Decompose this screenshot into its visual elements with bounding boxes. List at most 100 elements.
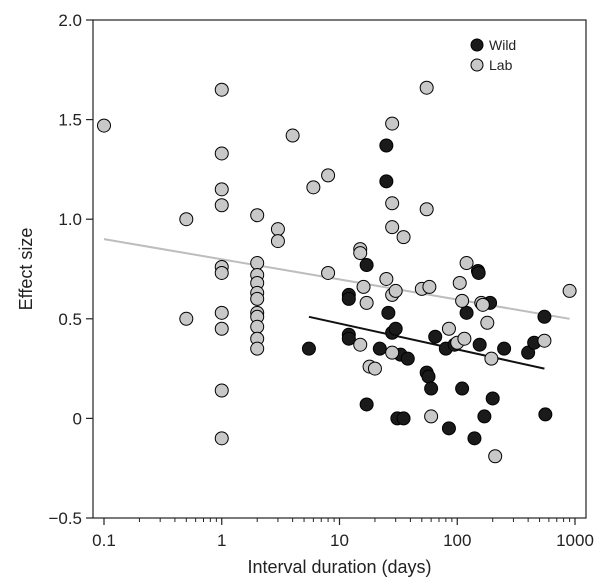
point-wild xyxy=(467,431,482,446)
axis-ticks: 0.1 1 10 100 1000 −0.5 0 0.5 1.0 1.5 2.0 xyxy=(48,11,593,550)
point-lab xyxy=(441,321,456,336)
point-wild xyxy=(455,381,470,396)
point-lab xyxy=(250,319,265,334)
point-lab xyxy=(385,196,400,211)
point-wild xyxy=(359,397,374,412)
point-lab xyxy=(385,116,400,131)
point-lab xyxy=(321,265,336,280)
point-lab xyxy=(179,212,194,227)
point-wild xyxy=(538,407,553,422)
data-points xyxy=(97,80,577,464)
point-lab xyxy=(321,168,336,183)
point-wild xyxy=(341,291,356,306)
point-wild xyxy=(485,391,500,406)
point-lab xyxy=(97,118,111,133)
point-lab xyxy=(419,202,434,217)
point-lab xyxy=(250,256,265,271)
point-lab xyxy=(537,333,552,348)
point-lab xyxy=(270,222,285,237)
legend-label-wild: Wild xyxy=(489,37,516,53)
point-wild xyxy=(359,258,374,273)
y-axis-title: Effect size xyxy=(16,228,36,311)
point-wild xyxy=(537,309,552,324)
point-lab xyxy=(356,279,371,294)
plot-frame xyxy=(92,19,587,519)
point-lab xyxy=(484,351,499,366)
point-lab xyxy=(214,321,229,336)
point-wild xyxy=(301,341,316,356)
point-wild xyxy=(372,341,387,356)
point-wild xyxy=(381,305,396,320)
point-wild xyxy=(388,321,403,336)
point-lab xyxy=(285,128,300,143)
point-lab xyxy=(459,256,474,271)
point-lab xyxy=(270,234,285,249)
point-lab xyxy=(214,82,229,97)
point-lab xyxy=(214,265,229,280)
point-lab xyxy=(214,305,229,320)
x-tick-label: 1000 xyxy=(556,531,594,550)
x-tick-label: 0.1 xyxy=(92,531,116,550)
point-lab xyxy=(385,345,400,360)
point-lab xyxy=(455,293,470,308)
legend-marker-wild xyxy=(470,38,484,52)
y-tick-label: 2.0 xyxy=(58,11,82,30)
y-tick-label: 0.5 xyxy=(58,310,82,329)
point-lab xyxy=(475,297,490,312)
point-wild xyxy=(341,331,356,346)
x-tick-label: 1 xyxy=(217,531,226,550)
point-lab xyxy=(388,283,403,298)
point-wild xyxy=(428,329,443,344)
point-wild xyxy=(471,265,486,280)
point-lab xyxy=(250,291,265,306)
x-tick-label: 100 xyxy=(443,531,471,550)
point-lab xyxy=(419,80,434,95)
point-wild xyxy=(477,409,492,424)
point-lab xyxy=(179,311,194,326)
point-lab xyxy=(353,246,368,261)
y-tick-label: 1.5 xyxy=(58,111,82,130)
y-tick-label: 1.0 xyxy=(58,210,82,229)
point-lab xyxy=(452,275,467,290)
trend-line-wild xyxy=(308,315,545,370)
point-lab xyxy=(214,431,229,446)
point-wild xyxy=(421,369,436,384)
point-lab xyxy=(250,208,265,223)
legend-marker-lab xyxy=(470,58,484,72)
point-lab xyxy=(396,230,411,245)
trend-line-lab xyxy=(103,238,570,320)
point-lab xyxy=(214,383,229,398)
point-lab xyxy=(488,449,503,464)
point-lab xyxy=(480,315,495,330)
point-lab xyxy=(385,220,400,235)
point-lab xyxy=(214,146,229,161)
point-wild xyxy=(441,421,456,436)
point-wild xyxy=(379,138,394,153)
y-tick-label: 0 xyxy=(73,409,82,428)
x-axis-title: Interval duration (days) xyxy=(247,557,431,577)
point-lab xyxy=(214,198,229,213)
point-lab xyxy=(306,180,321,195)
point-lab xyxy=(353,337,368,352)
point-wild xyxy=(379,174,394,189)
point-wild xyxy=(424,381,439,396)
point-lab xyxy=(367,361,382,376)
point-lab xyxy=(562,283,577,298)
point-wild xyxy=(396,411,411,426)
point-lab xyxy=(250,341,265,356)
y-tick-label: −0.5 xyxy=(48,509,82,528)
point-wild xyxy=(497,341,512,356)
point-wild xyxy=(400,351,415,366)
legend: Wild Lab xyxy=(470,37,516,73)
point-wild xyxy=(459,305,474,320)
point-lab xyxy=(214,182,229,197)
point-lab xyxy=(424,409,439,424)
point-lab xyxy=(379,271,394,286)
point-lab xyxy=(422,279,437,294)
point-wild xyxy=(472,337,487,352)
point-lab xyxy=(359,295,374,310)
legend-label-lab: Lab xyxy=(489,57,513,73)
point-lab xyxy=(457,331,472,346)
x-tick-label: 10 xyxy=(330,531,349,550)
